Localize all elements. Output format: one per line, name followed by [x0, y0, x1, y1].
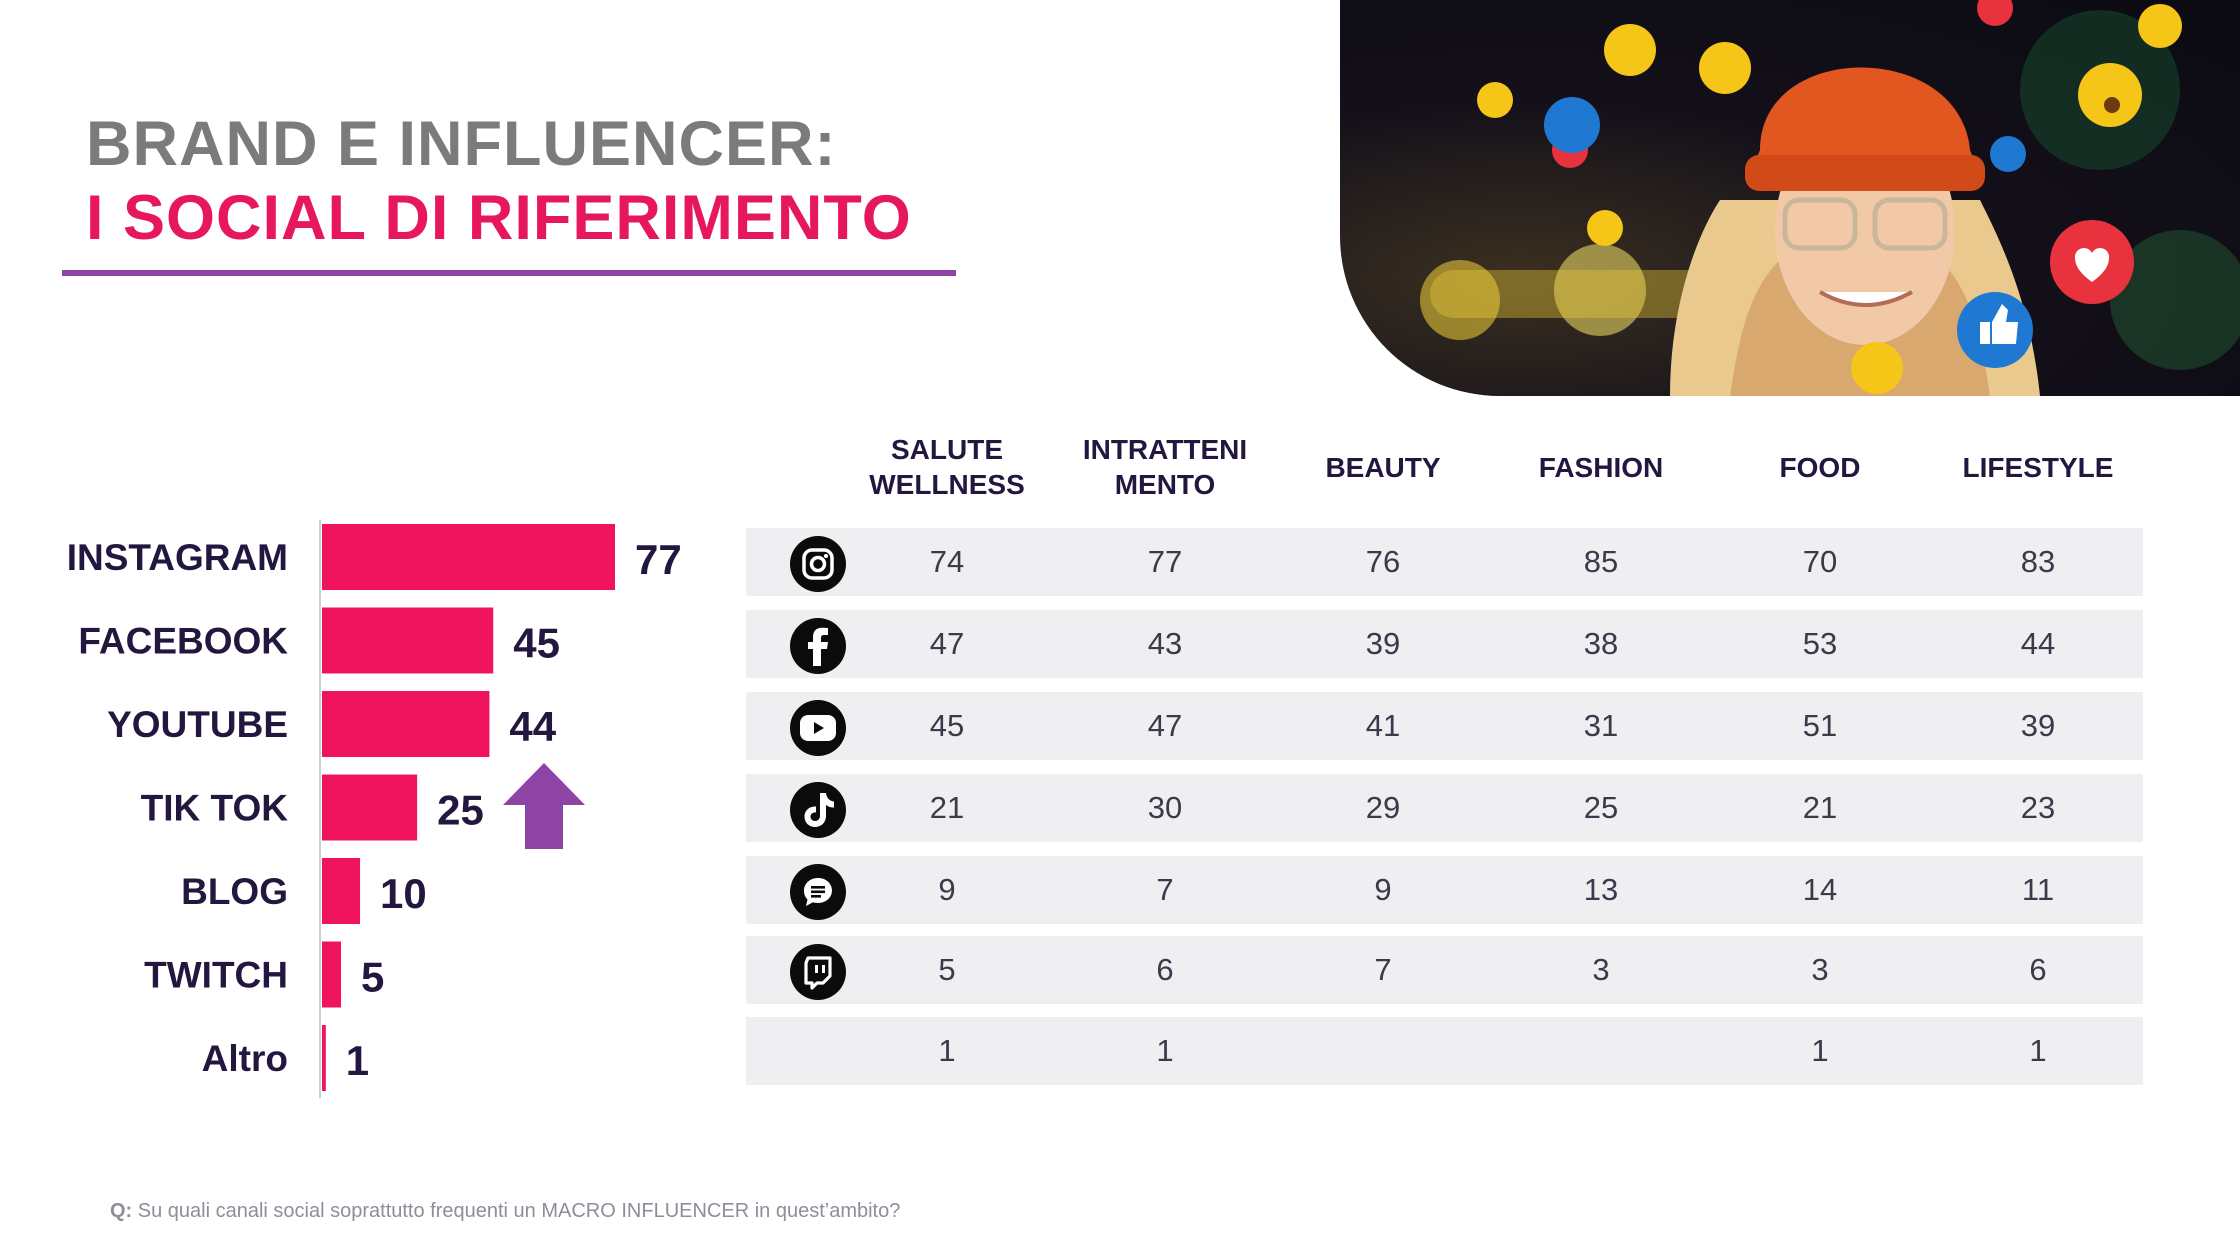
- trend-up-arrow-icon: [503, 763, 585, 849]
- table-cell: 3: [1592, 952, 1610, 987]
- table-cell: 45: [929, 708, 965, 743]
- column-header-line-1: BEAUTY: [1325, 452, 1441, 483]
- table-cell: 83: [2020, 544, 2056, 579]
- table-cell: 47: [1147, 708, 1183, 743]
- column-header-salute-wellness: SALUTE WELLNESS: [838, 432, 1056, 502]
- footnote-text: Su quali canali social soprattutto frequ…: [132, 1200, 901, 1222]
- table-cell: 74: [929, 544, 965, 579]
- table-cell: 6: [1156, 952, 1174, 987]
- column-header-line-1: FOOD: [1779, 452, 1861, 483]
- table-cell: 77: [1147, 544, 1183, 579]
- title-underline: [62, 270, 956, 276]
- bar-value-tik-tok: 25: [437, 787, 484, 834]
- bar-value-altro: 1: [346, 1037, 369, 1084]
- table-cell: 3: [1811, 952, 1829, 987]
- table-cell: 5: [938, 952, 956, 987]
- bar-label-instagram: INSTAGRAM: [67, 537, 288, 578]
- bar-tik-tok: [322, 774, 418, 841]
- column-header-line-1: SALUTE: [891, 434, 1003, 465]
- bar-label-facebook: FACEBOOK: [78, 621, 288, 662]
- bar-facebook: [322, 607, 494, 674]
- table-cell: 25: [1583, 790, 1619, 825]
- tiktok-icon: [790, 782, 846, 838]
- table-cell: 7: [1374, 952, 1392, 987]
- table-cell: 23: [2020, 790, 2056, 825]
- table-cell: 51: [1802, 708, 1838, 743]
- title-line-1: BRAND E INFLUENCER:: [86, 109, 837, 179]
- twitch-icon: [790, 944, 846, 1000]
- influencer-photo: [1340, 0, 2240, 396]
- bar-label-tik-tok: TIK TOK: [141, 788, 289, 829]
- title-line-2: I SOCIAL DI RIFERIMENTO: [86, 183, 912, 253]
- table-cell: 1: [1811, 1033, 1829, 1068]
- table-cell: 29: [1365, 790, 1401, 825]
- column-header-lifestyle: LIFESTYLE: [1929, 450, 2147, 485]
- table-cell: 13: [1583, 872, 1619, 907]
- column-header-beauty: BEAUTY: [1274, 450, 1492, 485]
- footnote: Q: Su quali canali social soprattutto fr…: [110, 1200, 900, 1223]
- table-row: 5 6 7 3 3 6: [746, 936, 2143, 1004]
- bar-value-blog: 10: [380, 870, 427, 917]
- table-cell: 21: [1802, 790, 1838, 825]
- column-header-line-1: INTRATTENI: [1082, 434, 1248, 465]
- column-header-line-1: FASHION: [1538, 452, 1664, 483]
- table-cell: 39: [2020, 708, 2056, 743]
- social-bar-chart: INSTAGRAM 77 FACEBOOK 45 YOUTUBE 44 TIK TOK 25 B…: [67, 520, 682, 1098]
- column-header-fashion: FASHION: [1492, 450, 1710, 485]
- table-cell: 1: [1156, 1033, 1174, 1068]
- bar-label-twitch: TWITCH: [144, 955, 288, 996]
- table-cell: 41: [1365, 708, 1401, 743]
- table-cell: 39: [1365, 626, 1401, 661]
- table-cell: 21: [929, 790, 965, 825]
- table-cell: 6: [2029, 952, 2047, 987]
- table-cell: 47: [929, 626, 965, 661]
- bar-blog: [322, 858, 361, 924]
- table-cell: 53: [1802, 626, 1838, 661]
- bar-value-twitch: 5: [361, 954, 384, 1001]
- column-header-line-1: LIFESTYLE: [1962, 452, 2114, 483]
- blog-icon: [790, 864, 846, 920]
- table-cell: 30: [1147, 790, 1183, 825]
- table-cell: 70: [1802, 544, 1838, 579]
- bar-youtube: [322, 691, 490, 757]
- table-cell: 9: [1374, 872, 1392, 907]
- table-cell: 43: [1147, 626, 1183, 661]
- bar-instagram: [322, 524, 615, 590]
- bar-value-youtube: 44: [509, 703, 556, 750]
- bar-value-instagram: 77: [635, 536, 682, 583]
- table-row: 9 7 9 13 14 11: [746, 856, 2143, 924]
- youtube-icon: [790, 700, 846, 756]
- table-cell: 11: [2021, 872, 2055, 907]
- table-cell: 7: [1156, 872, 1174, 907]
- bar-value-facebook: 45: [513, 620, 560, 667]
- instagram-icon: [790, 536, 846, 592]
- table-cell: [1492, 1017, 1710, 1085]
- table-row: 47 43 39 38 53 44: [746, 610, 2143, 678]
- column-header-intratteni-mento: INTRATTENI MENTO: [1056, 432, 1274, 502]
- column-header-line-2: WELLNESS: [869, 469, 1025, 500]
- table-cell: 76: [1365, 544, 1401, 579]
- table-cell: 14: [1802, 872, 1838, 907]
- bar-label-altro: Altro: [202, 1038, 288, 1079]
- table-cell: 1: [2029, 1033, 2047, 1068]
- table-row: 1 1 1 1: [746, 1017, 2143, 1085]
- facebook-icon: [790, 618, 846, 674]
- bar-label-youtube: YOUTUBE: [107, 704, 288, 745]
- table-row: 45 47 41 31 51 39: [746, 692, 2143, 760]
- table-cell: 31: [1583, 708, 1619, 743]
- bar-altro: [322, 1025, 326, 1091]
- table-row: 21 30 29 25 21 23: [746, 774, 2143, 842]
- table-cell: 85: [1583, 544, 1619, 579]
- footnote-prefix: Q:: [110, 1200, 133, 1222]
- bar-label-blog: BLOG: [181, 871, 288, 912]
- table-cell: [1274, 1017, 1492, 1085]
- bar-twitch: [322, 941, 342, 1008]
- column-header-line-2: MENTO: [1114, 469, 1216, 500]
- table-cell: 38: [1583, 626, 1619, 661]
- table-cell: 44: [2020, 626, 2056, 661]
- column-header-food: FOOD: [1711, 450, 1929, 485]
- table-row: 74 77 76 85 70 83: [746, 528, 2143, 596]
- table-cell: 1: [938, 1033, 956, 1068]
- table-cell: 9: [938, 872, 956, 907]
